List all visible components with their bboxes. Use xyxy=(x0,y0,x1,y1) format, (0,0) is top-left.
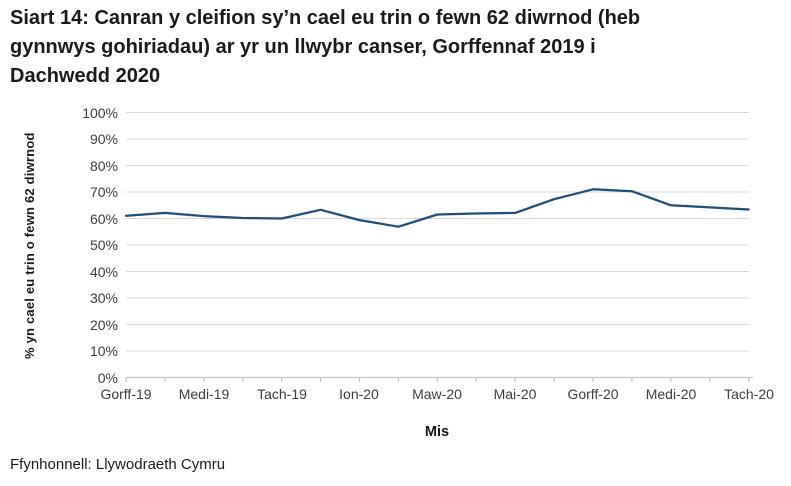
source-note: Ffynhonnell: Llywodraeth Cymru xyxy=(10,456,226,473)
y-axis-tick-label: 0% xyxy=(97,370,118,386)
title-line-1: Siart 14: Canran y cleifion sy’n cael eu… xyxy=(10,7,641,29)
y-axis-tick-label: 50% xyxy=(89,237,118,253)
y-axis-title: % yn cael eu trin o fewn 62 diwrnod xyxy=(22,132,37,359)
x-axis-tick-label: Medi-19 xyxy=(178,386,230,402)
title-line-3: Dachwedd 2020 xyxy=(10,65,161,87)
y-axis-tick-label: 80% xyxy=(89,158,118,174)
y-axis-tick-label: 60% xyxy=(89,211,118,227)
page-title: Siart 14: Canran y cleifion sy’n cael eu… xyxy=(10,4,785,91)
x-axis-tick-label: Tach-20 xyxy=(724,386,774,402)
y-axis-tick-label: 90% xyxy=(89,131,118,147)
y-axis-tick-label: 100% xyxy=(82,105,118,121)
x-axis-tick-label: Gorff-20 xyxy=(567,386,619,402)
data-line xyxy=(124,188,750,228)
x-axis-tick-label: Medi-20 xyxy=(645,386,697,402)
y-axis-tick-label: 20% xyxy=(89,317,118,333)
x-axis-tick-label: Ion-20 xyxy=(339,386,379,402)
y-axis-tick-label: 30% xyxy=(89,290,118,306)
y-axis-tick-label: 40% xyxy=(89,264,118,280)
x-axis-tick-label: Tach-19 xyxy=(257,386,307,402)
x-axis-tick-label: Gorff-19 xyxy=(100,386,152,402)
plot-area xyxy=(124,112,753,382)
y-axis-tick-label: 10% xyxy=(89,343,118,359)
x-axis-tick-label: Maw-20 xyxy=(412,386,462,402)
x-axis-tick-label: Mai-20 xyxy=(493,386,537,402)
y-axis-tick-label: 70% xyxy=(89,184,118,200)
x-axis-title: Mis xyxy=(424,424,450,440)
title-line-2: gynnwys gohiriadau) ar yr un llwybr cans… xyxy=(10,36,596,58)
